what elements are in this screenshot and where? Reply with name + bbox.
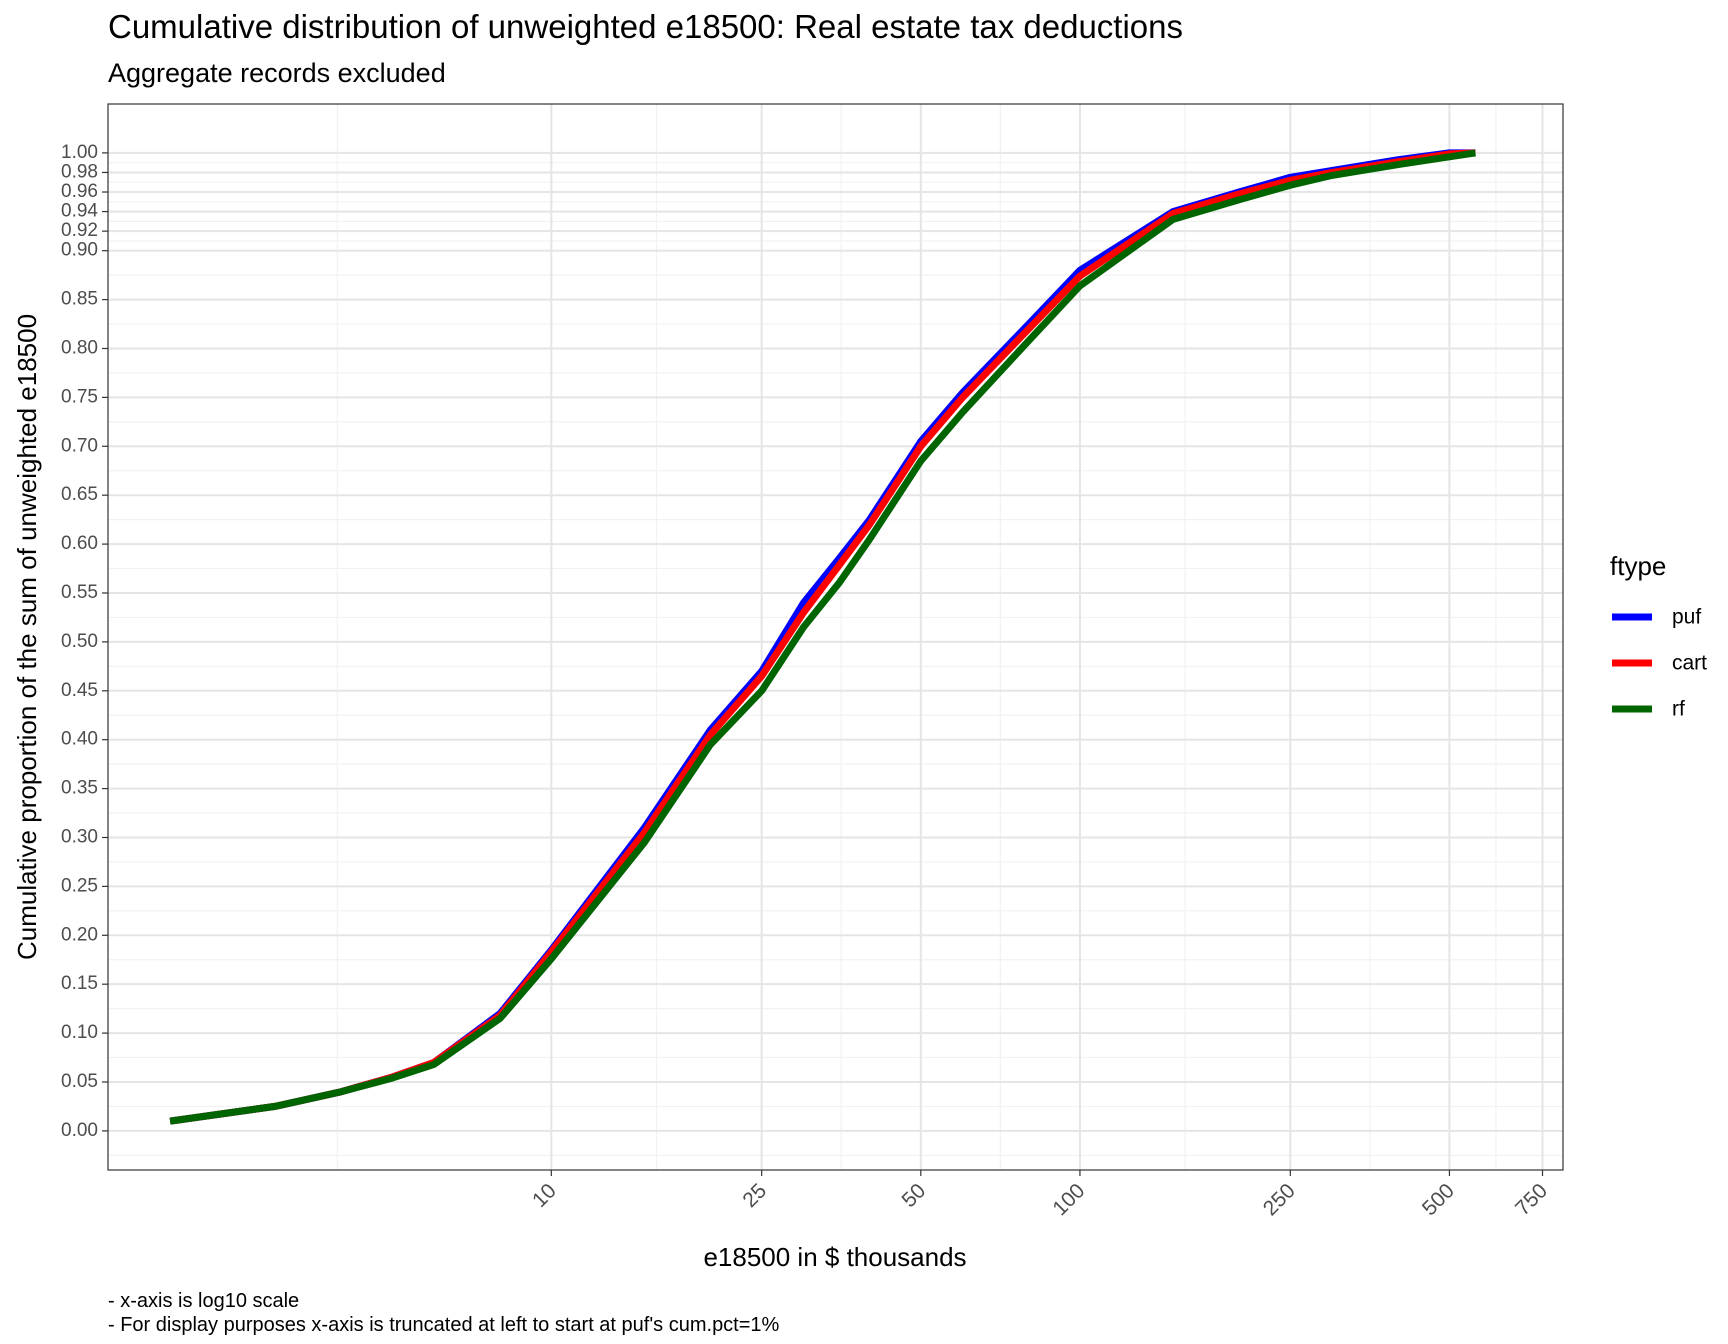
grid-lines (108, 104, 1563, 1170)
legend-label-cart: cart (1672, 652, 1707, 675)
series-line-rf (169, 149, 1476, 1125)
y-tick-label: 0.20 (61, 924, 98, 945)
y-tick-label: 0.92 (61, 220, 98, 241)
y-tick-label: 0.00 (61, 1120, 98, 1141)
x-axis-title: e18500 in $ thousands (703, 1242, 966, 1272)
caption-note-1: - x-axis is log10 scale (108, 1290, 300, 1312)
x-tick-label: 500 (1418, 1179, 1459, 1220)
y-tick-label: 0.45 (61, 680, 98, 701)
legend-title: ftype (1610, 551, 1666, 581)
y-axis-title: Cumulative proportion of the sum of unwe… (12, 314, 42, 960)
caption-note-2: - For display purposes x-axis is truncat… (108, 1314, 780, 1336)
y-tick-label: 0.75 (61, 386, 98, 407)
legend: ftype puf cart rf (1610, 551, 1707, 721)
legend-label-puf: puf (1672, 606, 1701, 629)
y-tick-label: 1.00 (61, 142, 98, 163)
y-tick-label: 0.96 (61, 181, 98, 202)
y-tick-label: 0.25 (61, 875, 98, 896)
series-line-cart (169, 149, 1476, 1125)
x-tick-label: 25 (738, 1179, 771, 1212)
x-axis-ticks: 10 25 50 100 250 500 750 (528, 1170, 1552, 1220)
y-tick-label: 0.60 (61, 533, 98, 554)
chart-subtitle: Aggregate records excluded (108, 58, 446, 88)
y-tick-label: 0.80 (61, 338, 98, 359)
chart-title: Cumulative distribution of unweighted e1… (108, 8, 1184, 45)
series-line-puf (169, 149, 1476, 1125)
x-tick-label: 10 (528, 1179, 561, 1212)
y-tick-label: 0.40 (61, 729, 98, 750)
y-tick-label: 0.90 (61, 240, 98, 261)
y-tick-label: 0.10 (61, 1022, 98, 1043)
y-tick-label: 0.94 (61, 201, 98, 222)
y-tick-label: 0.30 (61, 827, 98, 848)
x-tick-label: 100 (1048, 1179, 1089, 1220)
x-tick-label: 750 (1511, 1179, 1552, 1220)
y-tick-label: 0.15 (61, 973, 98, 994)
y-tick-label: 0.05 (61, 1071, 98, 1092)
y-tick-label: 0.98 (61, 161, 98, 182)
x-tick-label: 250 (1259, 1179, 1300, 1220)
y-tick-label: 0.55 (61, 582, 98, 603)
plot-border (107, 103, 1564, 1171)
series-lines (169, 149, 1476, 1125)
y-tick-label: 0.35 (61, 778, 98, 799)
legend-label-rf: rf (1672, 698, 1685, 721)
y-tick-label: 0.70 (61, 435, 98, 456)
y-tick-label: 0.65 (61, 484, 98, 505)
y-axis-ticks: 0.00 0.05 0.10 0.15 0.20 0.25 0.30 0.35 0.40 0.45… (61, 142, 108, 1141)
y-tick-label: 0.85 (61, 289, 98, 310)
x-tick-label: 50 (898, 1179, 931, 1212)
y-tick-label: 0.50 (61, 631, 98, 652)
